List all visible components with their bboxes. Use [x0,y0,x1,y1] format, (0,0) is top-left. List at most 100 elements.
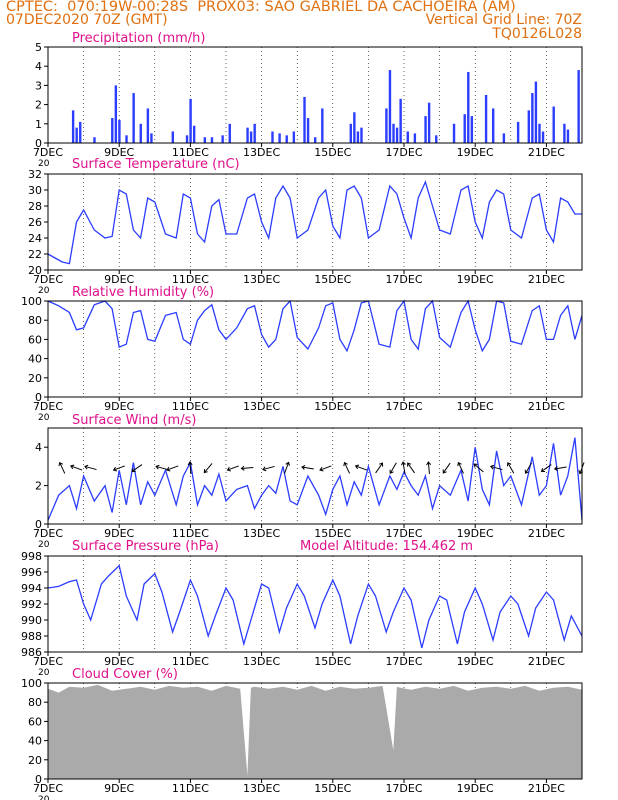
x-tick-label: 7DEC [33,400,63,413]
x-tick-label: 15DEC [314,527,351,540]
wind-arrow [427,461,430,475]
x-tick-label: 17DEC [385,527,422,540]
wind-arrow [525,462,533,474]
y-tick-label: 986 [21,646,42,659]
wind-arrow [166,465,179,471]
y-tick-label: 994 [21,582,42,595]
panel-title: Surface Pressure (hPa) [72,539,219,554]
panel-title: Surface Temperature (nC) [72,157,240,172]
precip-bar [292,131,296,143]
precip-bar [192,125,196,143]
x-year-label: 20 [38,540,50,550]
precip-bar [71,110,75,143]
wind-arrow-head [155,464,160,470]
x-tick-label: 15DEC [314,782,351,795]
x-tick-label: 11DEC [172,146,209,159]
precip-bar [467,71,470,143]
wind-arrow [473,463,484,473]
y-tick-label: 30 [28,184,42,197]
precip-bar [139,123,142,143]
wind-arrow-head [203,469,208,474]
y-tick-label: 0 [35,773,42,786]
precip-bar [278,133,281,143]
wind-arrow-head [69,464,75,470]
y-tick-label: 100 [21,295,42,308]
wind-arrow [131,464,143,472]
wind-arrow-head [442,469,447,474]
x-tick-label: 9DEC [104,146,134,159]
precip-bar [150,133,153,143]
precip-bar [492,108,495,143]
x-tick-label: 17DEC [385,273,422,286]
panel-title: Precipitation (mm/h) [72,31,205,46]
x-tick-label: 19DEC [457,655,494,668]
y-tick-label: 100 [21,677,42,690]
x-tick-label: 19DEC [457,400,494,413]
x-tick-label: 11DEC [172,527,209,540]
x-tick-label: 11DEC [172,273,209,286]
precip-bar [534,81,538,143]
precip-bar [146,108,150,143]
y-tick-label: 998 [21,550,42,563]
x-tick-label: 9DEC [104,782,134,795]
panel-frame [47,173,583,271]
header-grid-line: Vertical Grid Line: 70Z [425,12,582,28]
wind-arrow [402,462,406,474]
wind-arrow-head [407,462,412,467]
x-tick-label: 7DEC [33,273,63,286]
y-tick-label: 0 [35,518,42,531]
wind-arrow-head [343,461,348,467]
precip-bar [385,108,388,143]
panel-title: Cloud Cover (%) [72,667,178,682]
x-year-label: 20 [38,795,50,800]
series-line [47,437,583,521]
x-tick-label: 11DEC [172,400,209,413]
y-tick-label: 28 [28,200,42,213]
wind-arrow-head [301,464,306,470]
y-tick-label: 80 [28,696,42,709]
precip-bar [125,135,128,143]
wind-arrow [457,462,464,474]
wind-arrow-head [540,467,546,472]
panel-frame [47,427,583,525]
cloud-area [48,684,582,779]
x-tick-label: 15DEC [314,146,351,159]
precip-bar [541,131,545,143]
x-tick-label: 21DEC [528,655,565,668]
y-tick-label: 24 [28,232,42,245]
wind-arrow [319,465,332,471]
y-tick-label: 992 [21,598,42,611]
y-tick-label: 2 [35,480,42,493]
y-tick-label: 2 [35,99,42,112]
y-tick-label: 4 [35,441,42,454]
x-year-label: 20 [38,413,50,423]
x-tick-label: 21DEC [528,146,565,159]
wind-arrow [490,465,503,471]
wind-arrow-head [131,467,136,472]
wind-arrow [203,463,213,473]
panel-title: Relative Humidity (%) [72,285,214,300]
precip-bar [406,131,409,143]
precip-bar [552,106,555,143]
precip-bar [253,123,256,143]
x-year-label: 20 [38,668,50,678]
wind-arrow-head [58,461,64,467]
y-tick-label: 988 [21,630,42,643]
wind-arrow-head [400,461,406,466]
wind-arrow-head [84,464,89,470]
precip-bar [424,116,427,143]
precip-bar [538,123,541,143]
wind-arrow-head [285,461,290,466]
precip-bar [321,108,324,143]
panel-frame [47,46,583,144]
wind-arrow-head [457,461,462,467]
header-datetime: 07DEC2020 70Z (GMT) [6,12,168,28]
precip-bar [306,118,310,143]
x-tick-label: 17DEC [385,655,422,668]
y-tick-label: 4 [35,60,42,73]
x-tick-label: 7DEC [33,527,63,540]
panel-annotation: Model Altitude: 154.462 m [300,539,473,554]
y-tick-label: 60 [28,333,42,346]
y-tick-label: 0 [35,391,42,404]
